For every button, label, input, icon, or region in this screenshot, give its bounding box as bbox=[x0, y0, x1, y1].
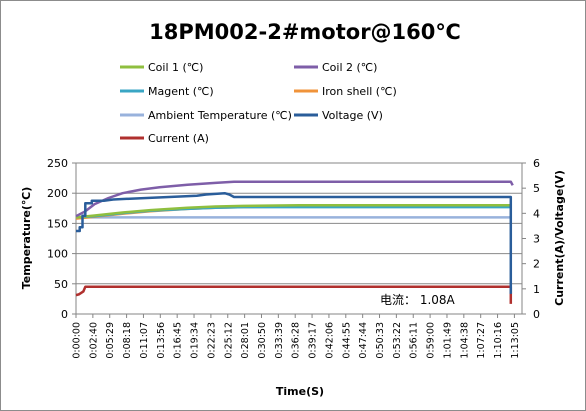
y-axis-label-right: Current(A)/Voltage(V) bbox=[553, 170, 566, 306]
series-line-5 bbox=[76, 191, 513, 294]
x-tick-label: 1:07:27 bbox=[476, 322, 487, 359]
y-tick-label-left: 100 bbox=[47, 248, 68, 261]
x-tick-label: 0:39:17 bbox=[308, 322, 319, 359]
legend-label: Coil 1 (℃) bbox=[148, 61, 203, 74]
x-tick-label: 0:33:39 bbox=[274, 322, 285, 359]
plot-area bbox=[75, 162, 523, 315]
y-axis-right: 0 1 2 3 4 5 6 bbox=[522, 157, 540, 321]
y-tick-label-right: 0 bbox=[533, 308, 540, 321]
x-tick-label: 0:08:18 bbox=[122, 322, 133, 359]
x-tick-label: 0:22:23 bbox=[206, 322, 217, 359]
x-tick-label: 0:30:50 bbox=[257, 322, 268, 359]
y-tick-label-right: 3 bbox=[533, 233, 540, 246]
x-tick-label: 1:10:16 bbox=[493, 322, 504, 359]
series-line-2 bbox=[75, 205, 511, 219]
x-tick-label: 0:05:29 bbox=[105, 322, 116, 359]
y-tick-label-left: 250 bbox=[47, 157, 68, 170]
y-tick-label-left: 150 bbox=[47, 217, 68, 230]
y-tick-label-right: 6 bbox=[533, 157, 540, 170]
x-tick-label: 0:25:12 bbox=[223, 322, 234, 359]
legend-label: Ambient Temperature (℃) bbox=[148, 109, 292, 122]
y-tick-label-left: 200 bbox=[47, 187, 68, 200]
x-tick-label: 0:19:34 bbox=[190, 322, 201, 359]
x-tick-label: 1:04:38 bbox=[459, 322, 470, 359]
legend-label: Magent (℃) bbox=[148, 85, 214, 98]
chart-legend: Coil 1 (℃) Coil 2 (℃) Magent (℃) Iron shell… bbox=[120, 61, 397, 145]
legend-label: Coil 2 (℃) bbox=[322, 61, 377, 74]
legend-label: Iron shell (℃) bbox=[322, 85, 397, 98]
x-tick-label: 0:53:22 bbox=[392, 322, 403, 359]
x-tick-label: 0:44:55 bbox=[341, 322, 352, 359]
series-line-0 bbox=[75, 204, 511, 219]
y-tick-label-right: 4 bbox=[533, 207, 540, 220]
x-tick-label: 0:50:33 bbox=[375, 322, 386, 359]
y-tick-label-left: 0 bbox=[61, 308, 68, 321]
x-tick-label: 0:02:40 bbox=[88, 322, 99, 359]
x-tick-label: 0:28:01 bbox=[240, 322, 251, 359]
y-axis-label-left: Temperature(℃) bbox=[20, 187, 33, 290]
x-tick-label: 1:13:05 bbox=[510, 322, 521, 359]
x-tick-label: 0:00:00 bbox=[72, 322, 83, 359]
series-group bbox=[75, 180, 514, 304]
y-axis-left: 0 50 100 150 200 250 bbox=[47, 157, 76, 321]
x-tick-label: 0:42:06 bbox=[324, 322, 335, 359]
x-tick-label: 0:59:00 bbox=[426, 322, 437, 359]
x-tick-label: 0:56:11 bbox=[409, 322, 420, 359]
y-tick-label-right: 1 bbox=[533, 283, 540, 296]
x-tick-label: 0:47:44 bbox=[358, 322, 369, 359]
x-tick-label: 0:16:45 bbox=[173, 322, 184, 359]
chart-title: 18PM002-2#motor@160℃ bbox=[149, 20, 461, 44]
y-tick-label-left: 50 bbox=[54, 278, 68, 291]
y-tick-label-right: 2 bbox=[533, 258, 540, 271]
legend-label: Voltage (V) bbox=[322, 109, 383, 122]
y-tick-label-right: 5 bbox=[533, 182, 540, 195]
x-tick-label: 0:11:07 bbox=[139, 322, 150, 359]
legend-label: Current (A) bbox=[148, 132, 209, 145]
x-axis: 0:00:00 0:02:40 0:05:29 0:08:18 0:11:07 0:13:… bbox=[72, 314, 521, 359]
current-annotation: 电流： 1.08A bbox=[380, 293, 456, 307]
x-tick-label: 0:36:28 bbox=[291, 322, 302, 359]
x-axis-label: Time(S) bbox=[276, 385, 324, 398]
x-tick-label: 0:13:56 bbox=[156, 322, 167, 359]
x-tick-label: 1:01:49 bbox=[442, 322, 453, 359]
